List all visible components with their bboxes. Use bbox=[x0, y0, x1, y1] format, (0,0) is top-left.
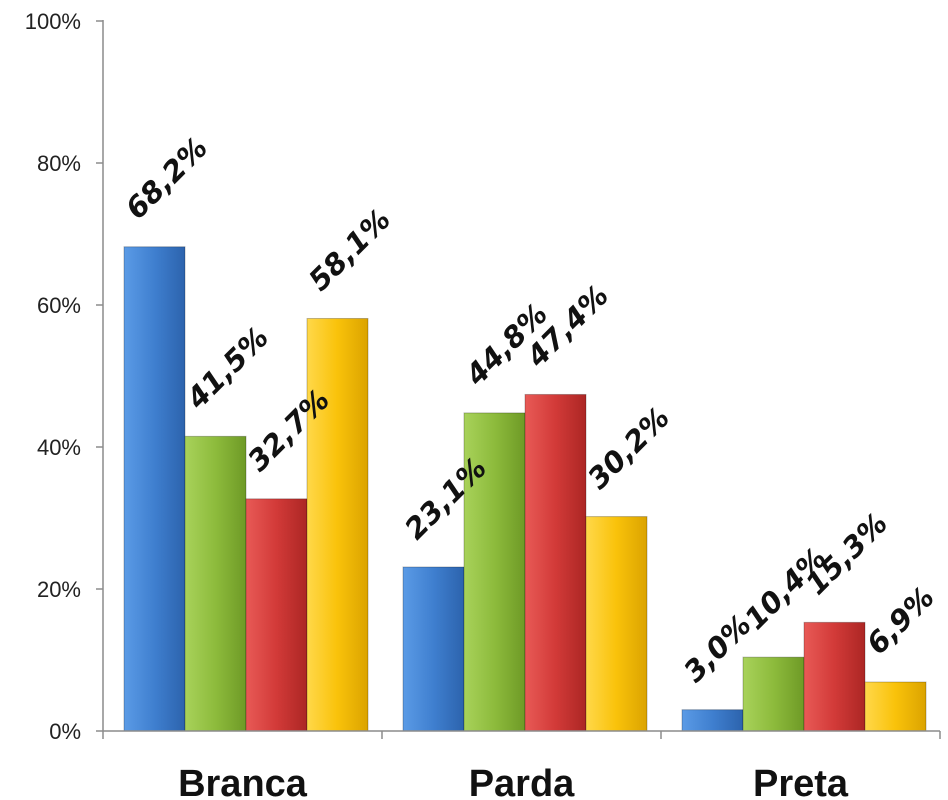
bar bbox=[524, 393, 587, 732]
bar bbox=[585, 516, 648, 732]
bar bbox=[184, 435, 247, 732]
bar bbox=[742, 656, 805, 732]
data-label: 6,9% bbox=[860, 580, 941, 661]
bar bbox=[402, 566, 465, 732]
bar bbox=[463, 412, 526, 732]
data-label: 41,5% bbox=[179, 320, 275, 416]
bars-layer bbox=[123, 246, 927, 732]
bar bbox=[864, 681, 927, 732]
data-label: 30,2% bbox=[581, 400, 676, 495]
bar bbox=[306, 317, 369, 732]
y-tick-label: 60% bbox=[37, 293, 81, 318]
y-tick-label: 40% bbox=[37, 435, 81, 460]
y-tick-label: 20% bbox=[37, 577, 81, 602]
y-tick-label: 0% bbox=[49, 719, 81, 744]
data-label: 58,1% bbox=[302, 202, 397, 297]
bar bbox=[681, 709, 744, 732]
bar bbox=[123, 246, 186, 732]
category-label: Branca bbox=[178, 763, 308, 800]
data-label: 68,2% bbox=[119, 131, 214, 226]
bar bbox=[803, 621, 866, 732]
bar bbox=[245, 498, 308, 732]
y-tick-label: 80% bbox=[37, 151, 81, 176]
category-label: Parda bbox=[469, 763, 575, 800]
category-label: Preta bbox=[753, 763, 849, 800]
y-tick-label: 100% bbox=[25, 9, 81, 34]
axes-layer: 0% 20% 40% 60% 80% 100% Branca Parda Preta bbox=[25, 9, 941, 800]
